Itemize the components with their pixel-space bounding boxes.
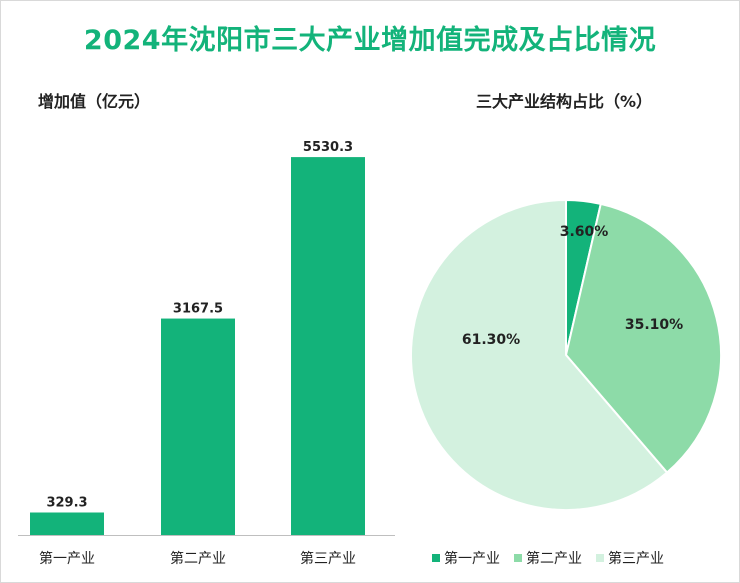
bar-value-label: 329.3 [46,495,87,510]
bar-chart-title: 增加值（亿元） [38,92,151,111]
pie-value-label: 3.60% [560,224,609,240]
bar-3 [291,157,365,535]
legend-item: 第二产业 [514,548,582,568]
pie-chart-title: 三大产业结构占比（%） [476,92,653,111]
bar-category-label: 第三产业 [300,550,356,567]
pie-legend: 第一产业 第二产业 第三产业 [432,548,664,568]
legend-item: 第三产业 [596,548,664,568]
pie-value-label: 35.10% [625,317,683,333]
bar-2 [161,318,235,535]
page-title: 2024年沈阳市三大产业增加值完成及占比情况 [83,25,657,56]
pie-value-label: 61.30% [462,332,520,348]
pie-slice-2 [564,202,722,474]
legend-swatch [596,554,604,562]
legend-label: 第二产业 [526,551,582,567]
legend-label: 第一产业 [444,551,500,567]
legend-swatch [432,554,440,562]
pie-slice-3 [410,198,669,511]
bar-value-label: 5530.3 [303,140,353,155]
bar-1 [30,512,104,535]
legend-swatch [514,554,522,562]
legend-label: 第三产业 [608,551,664,567]
bar-value-label: 3167.5 [173,302,223,317]
legend-item: 第一产业 [432,548,500,568]
bar-category-label: 第二产业 [170,550,226,567]
bar-category-label: 第一产业 [39,550,95,567]
